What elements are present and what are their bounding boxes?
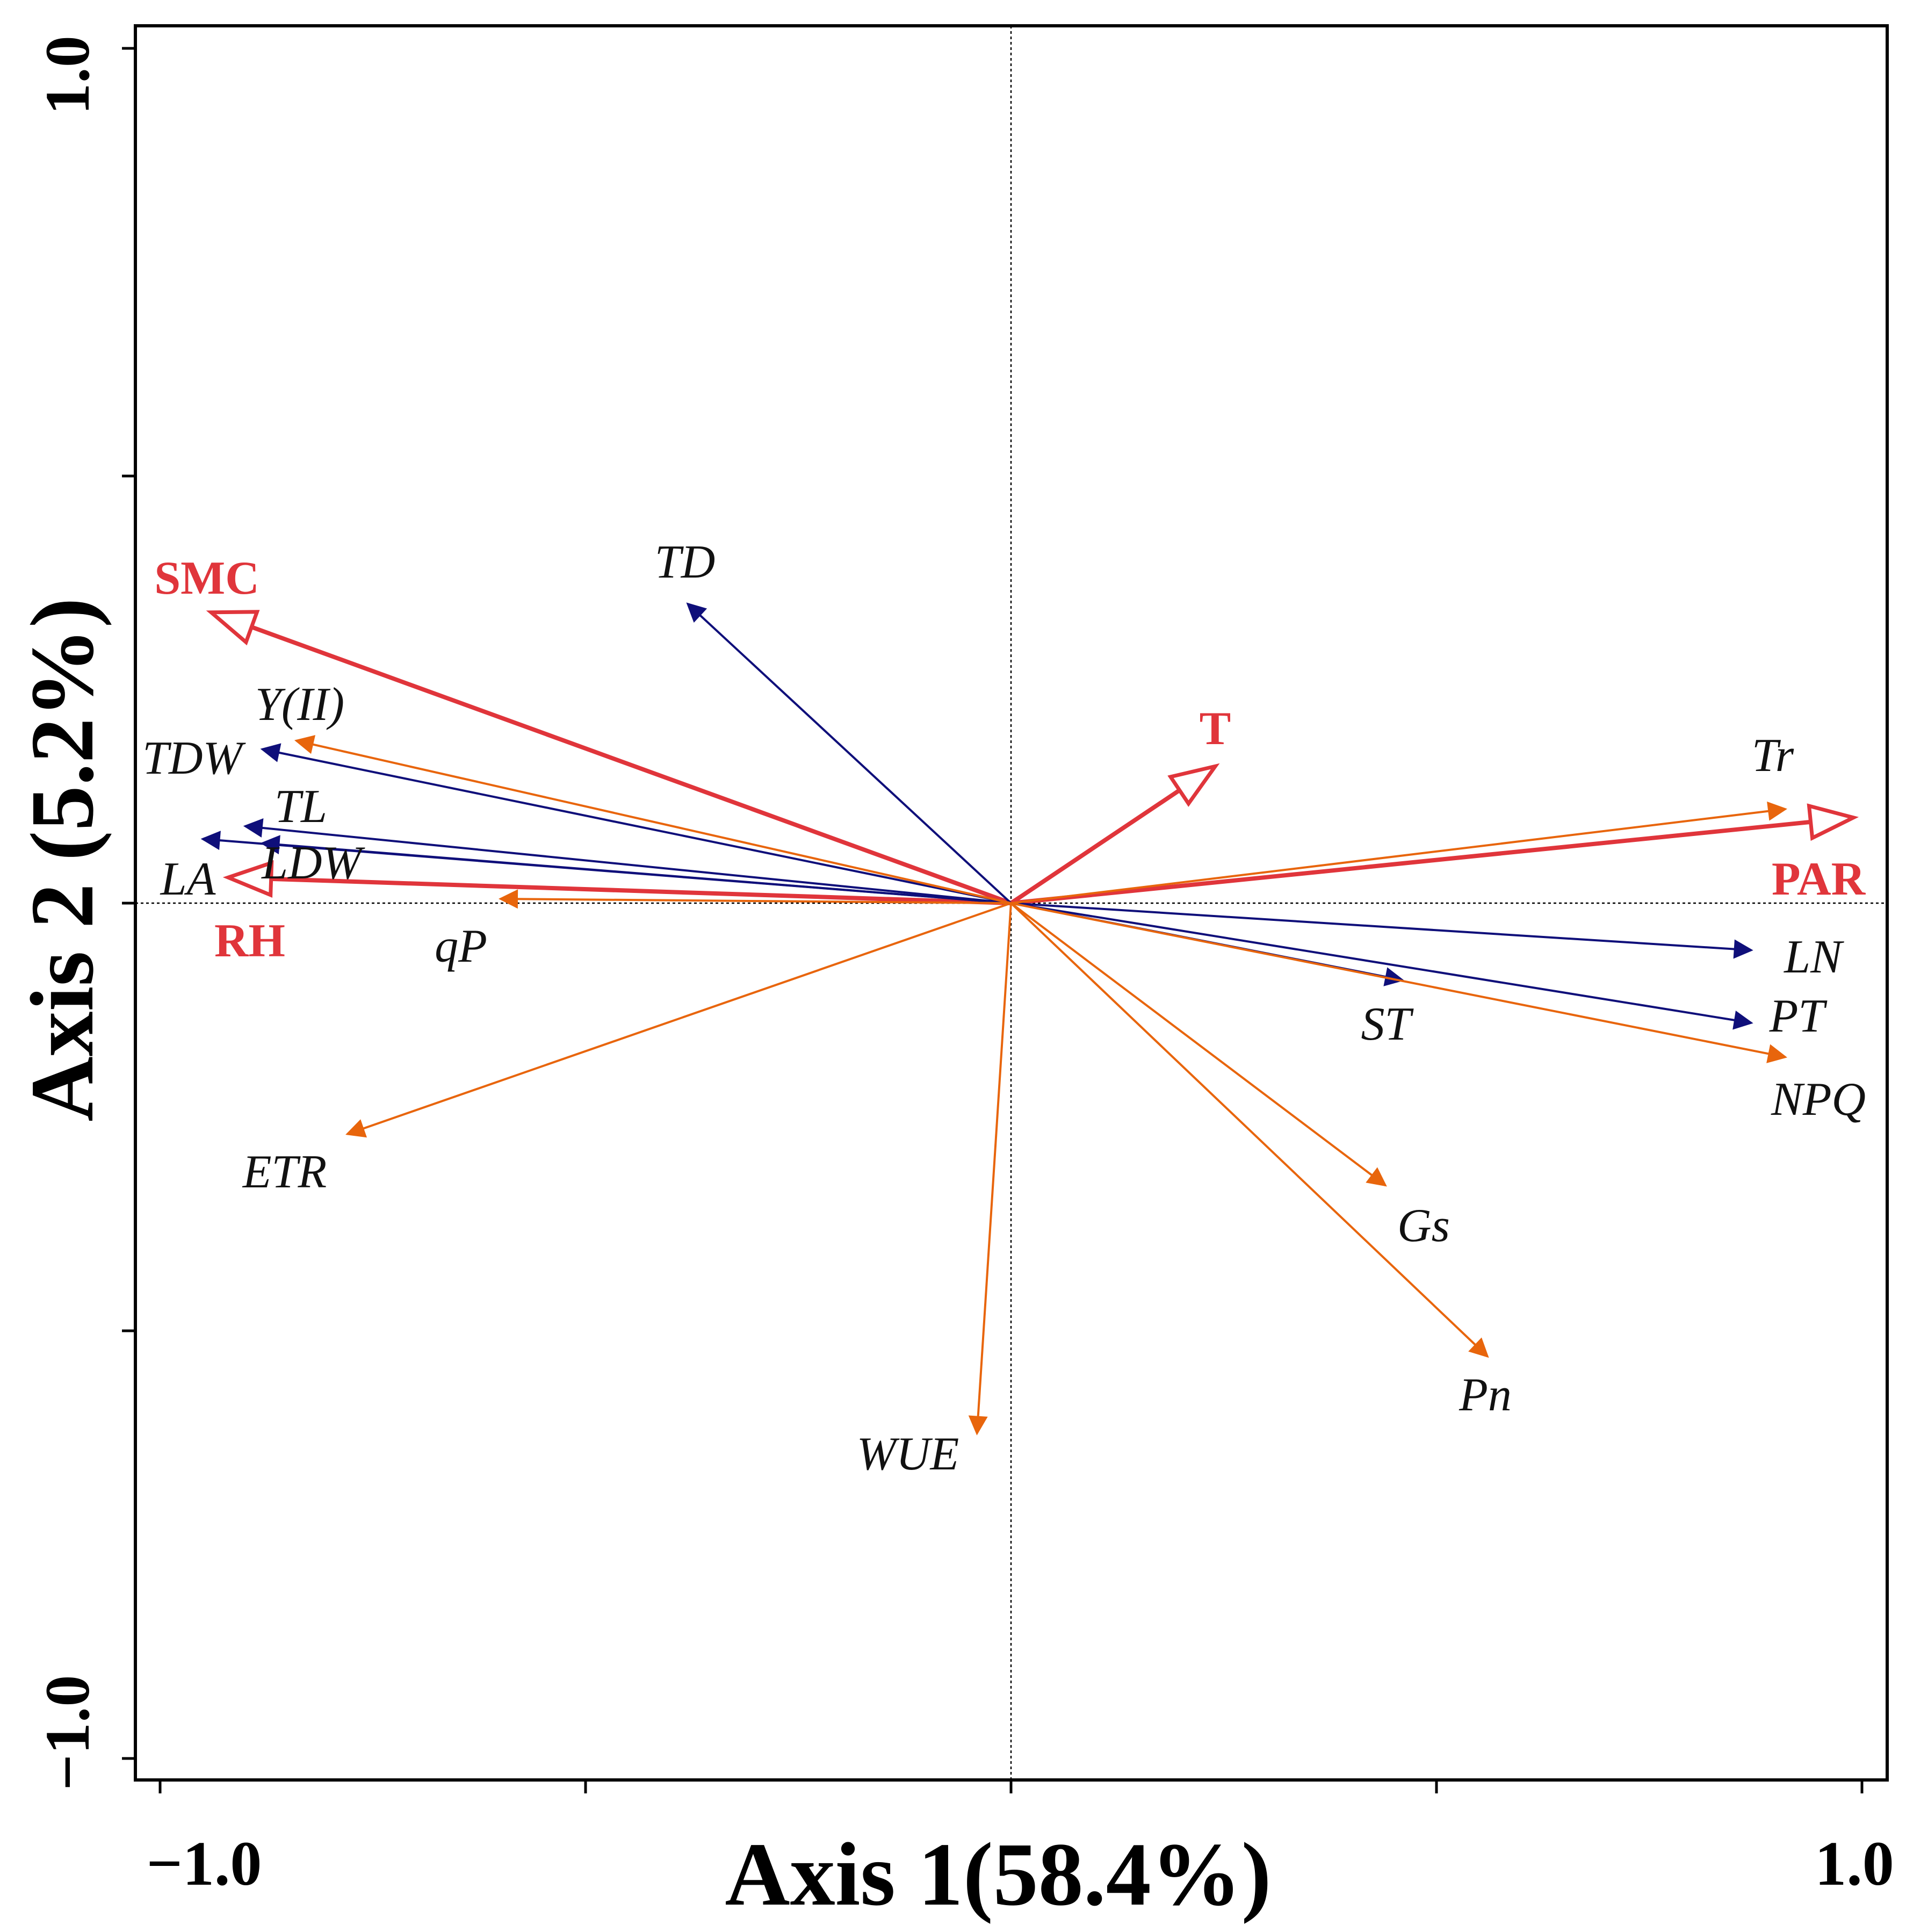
x-axis-title: Axis 1(58.4%) xyxy=(725,1825,1271,1924)
label-pt: PT xyxy=(1769,990,1828,1042)
x-tick-label-min: −1.0 xyxy=(147,1828,262,1899)
growth-vector-la xyxy=(200,831,1012,904)
phys-vector-pn xyxy=(1010,902,1489,1358)
phys-vector-npq xyxy=(1010,902,1787,1063)
phys-vector-gs xyxy=(1010,902,1387,1187)
label-smc: SMC xyxy=(154,552,259,604)
env-arrowhead-par xyxy=(1807,803,1859,841)
growth-vector-tdw xyxy=(260,743,1012,904)
label-la: LA xyxy=(160,853,216,905)
growth-vector-pt xyxy=(1010,902,1753,1030)
phys-vector-etr xyxy=(345,902,1012,1138)
phys-vector-wue xyxy=(968,903,1012,1436)
label-ldw: LDW xyxy=(261,837,365,889)
env-arrowhead-rh xyxy=(222,860,274,898)
label-wue: WUE xyxy=(857,1428,959,1480)
label-td: TD xyxy=(655,536,716,588)
phys-vector-tr xyxy=(1010,801,1788,904)
y-tick-label-min: −1.0 xyxy=(32,1675,103,1791)
label-rh: RH xyxy=(214,915,285,967)
env-vector-t xyxy=(1009,788,1181,905)
env-vector-smc xyxy=(250,625,1012,905)
label-y-ii: Y(II) xyxy=(255,679,344,731)
label-t: T xyxy=(1200,703,1231,755)
label-npq: NPQ xyxy=(1771,1073,1866,1126)
label-ln: LN xyxy=(1783,931,1844,983)
label-st: ST xyxy=(1361,998,1414,1050)
growth-vector-td xyxy=(686,602,1012,904)
vector-layer xyxy=(200,602,1859,1436)
growth-vector-ln xyxy=(1010,902,1753,959)
label-par: PAR xyxy=(1772,853,1866,905)
label-tl: TL xyxy=(275,781,327,833)
y-axis-title: Axis 2 (5.2%) xyxy=(12,597,112,1121)
phys-vector-y-ii xyxy=(294,735,1012,904)
y-tick-label-max: 1.0 xyxy=(32,35,103,115)
label-pn: Pn xyxy=(1459,1369,1512,1421)
env-vector-par xyxy=(1010,819,1811,905)
phys-vector-qp xyxy=(499,889,1012,909)
env-arrowhead-t xyxy=(1167,763,1220,807)
x-tick-label-max: 1.0 xyxy=(1815,1828,1894,1899)
label-etr: ETR xyxy=(242,1146,327,1198)
env-arrowhead-smc xyxy=(206,610,260,646)
growth-vector-tl xyxy=(243,818,1012,904)
label-gs: Gs xyxy=(1397,1200,1450,1252)
label-qp: qP xyxy=(435,920,487,972)
label-tdw: TDW xyxy=(142,732,246,784)
label-tr: Tr xyxy=(1752,730,1794,782)
x-axis-ticks xyxy=(158,1780,1864,1793)
env-vector-rh xyxy=(271,876,1012,905)
y-axis-ticks xyxy=(122,47,135,1760)
